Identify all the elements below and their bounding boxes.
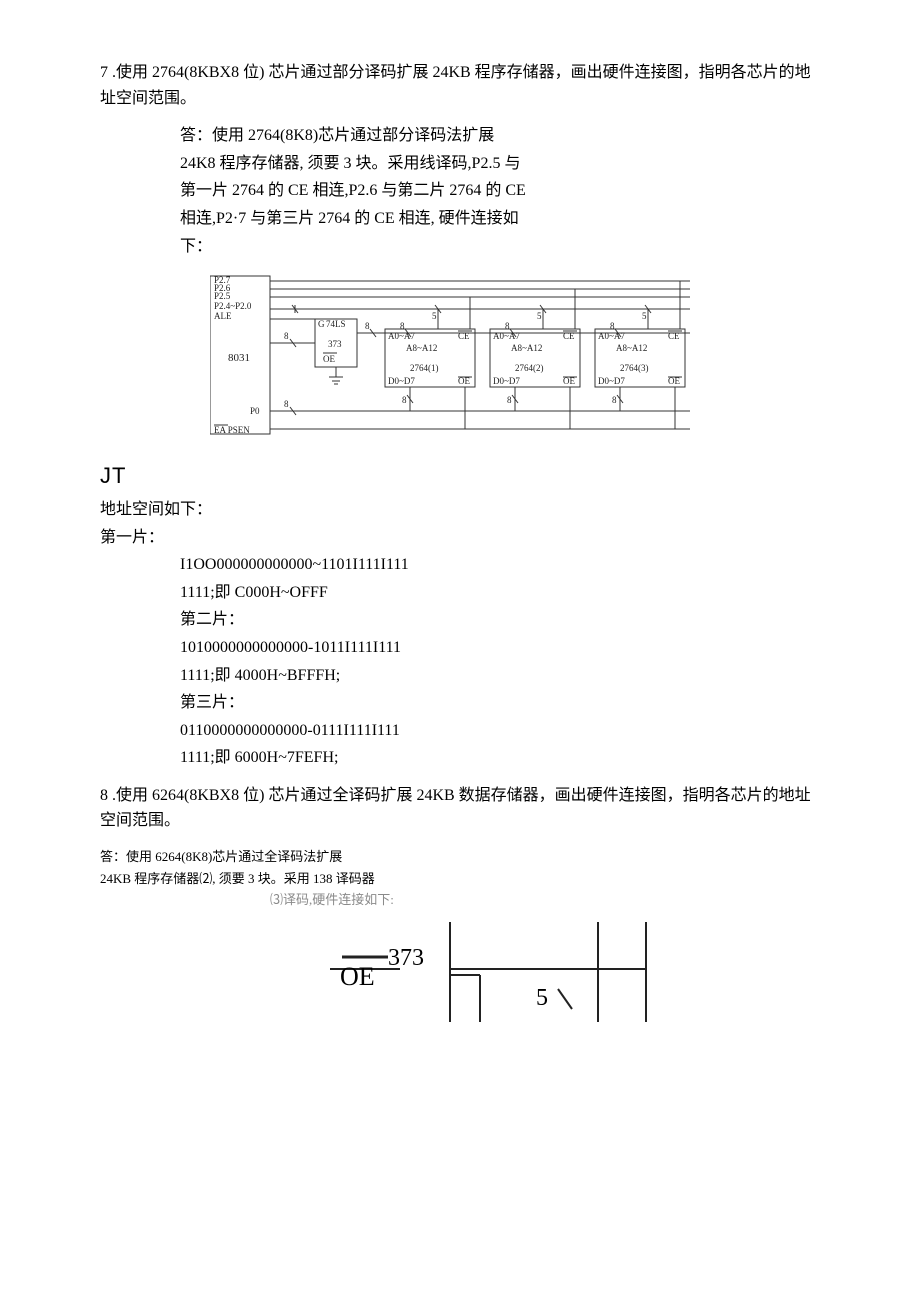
bus-8: 8	[284, 399, 289, 409]
q7-answer-line: 答：使用 2764(8K8)芯片通过部分译码法扩展	[180, 123, 820, 149]
chip2-label: 第二片：	[180, 607, 820, 633]
pin-label: EA PSEN	[214, 425, 250, 435]
chip-a07: A0~A7	[493, 331, 520, 341]
bus-8: 8	[612, 395, 617, 405]
bus-5: 5	[642, 311, 647, 321]
hardware-diagram-2: OE 373 5	[330, 917, 650, 1036]
chip-oe: OE	[668, 376, 680, 386]
q7-text: .使用 2764(8KBX8 位) 芯片通过部分译码扩展 24KB 程序存储器，…	[100, 64, 811, 107]
pin-label: ALE	[214, 311, 232, 321]
chip-oe: OE	[458, 376, 470, 386]
chip-name: 2764(2)	[515, 363, 544, 373]
q8-gray-note: ⑶译码,硬件连接如下:	[270, 890, 820, 911]
chip-d07: D0~D7	[598, 376, 625, 386]
chip-oe: OE	[563, 376, 575, 386]
chip-ce: CE	[563, 331, 575, 341]
bus-8: 8	[400, 321, 405, 331]
bus-8: 8	[610, 321, 615, 331]
q7-answer-line: 下：	[180, 234, 820, 260]
chip1-line: I1OO000000000000~1101I111I111	[180, 552, 820, 578]
q7-answer-line: 24K8 程序存储器, 须要 3 块。采用线译码,P2.5 与	[180, 151, 820, 177]
chip3-line: 0110000000000000-0111I111I111	[180, 718, 820, 744]
chip-d07: D0~D7	[388, 376, 415, 386]
question-7: 7 .使用 2764(8KBX8 位) 芯片通过部分译码扩展 24KB 程序存储…	[100, 60, 820, 111]
latch-oe: OE	[323, 354, 335, 364]
chip1-line: 1111;即 C000H~OFFF	[180, 580, 820, 606]
chip2-line: 1111;即 4000H~BFFFH;	[180, 663, 820, 689]
chip-ce: CE	[458, 331, 470, 341]
bus-8: 8	[505, 321, 510, 331]
q7-number: 7	[100, 64, 108, 81]
chip-a812: A8~A12	[511, 343, 542, 353]
chip1-block: I1OO000000000000~1101I111I111 1111;即 C00…	[180, 552, 820, 771]
d2-5: 5	[536, 985, 548, 1011]
chip-name: 2764(3)	[620, 363, 649, 373]
chip-name: 2764(1)	[410, 363, 439, 373]
pin-label: P2.5	[214, 291, 231, 301]
pin-label: P0	[250, 406, 260, 416]
q8-answer-line: 答：使用 6264(8K8)芯片通过全译码法扩展	[100, 846, 820, 868]
chip-d07: D0~D7	[493, 376, 520, 386]
bus-5: 5	[537, 311, 542, 321]
chip3-line: 1111;即 6000H~7FEFH;	[180, 745, 820, 771]
hardware-diagram-1: P2.7 P2.6 P2.5 P2.4~P2.0 ALE 8031 P0 EA …	[210, 271, 700, 450]
chip-a07: A0~A7	[388, 331, 415, 341]
chip2-line: 1010000000000000-1011I111I111	[180, 635, 820, 661]
chip-a07: A0~A7	[598, 331, 625, 341]
q7-answer-line: 第一片 2764 的 CE 相连,P2.6 与第二片 2764 的 CE	[180, 178, 820, 204]
chip-a812: A8~A12	[616, 343, 647, 353]
bus-8: 8	[402, 395, 407, 405]
q8-number: 8	[100, 787, 108, 804]
d2-373: 373	[388, 945, 424, 971]
q7-answer-line: 相连,P2·7 与第三片 2764 的 CE 相连, 硬件连接如	[180, 206, 820, 232]
question-8: 8 .使用 6264(8KBX8 位) 芯片通过全译码扩展 24KB 数据存储器…	[100, 783, 820, 834]
chip3-label: 第三片：	[180, 690, 820, 716]
latch-74ls: 74LS	[326, 319, 346, 329]
bus-8: 8	[365, 321, 370, 331]
chip-a812: A8~A12	[406, 343, 437, 353]
chip-ce: CE	[668, 331, 680, 341]
bus-5: 5	[432, 311, 437, 321]
addr-header: 地址空间如下：	[100, 497, 820, 523]
jt-heading: JT	[100, 458, 820, 493]
q7-answer: 答：使用 2764(8K8)芯片通过部分译码法扩展 24K8 程序存储器, 须要…	[180, 123, 820, 259]
bus-8: 8	[507, 395, 512, 405]
q8-answer: 答：使用 6264(8K8)芯片通过全译码法扩展 24KB 程序存储器⑵, 须要…	[100, 846, 820, 890]
bus-8: 8	[284, 331, 289, 341]
latch-g: G	[318, 319, 325, 329]
latch-373: 373	[328, 339, 342, 349]
q8-text: .使用 6264(8KBX8 位) 芯片通过全译码扩展 24KB 数据存储器，画…	[100, 787, 811, 830]
chip1-label: 第一片：	[100, 525, 820, 551]
pin-label: P2.4~P2.0	[214, 301, 252, 311]
mcu-label: 8031	[228, 352, 250, 364]
d2-oe: OE	[340, 962, 375, 991]
q8-answer-line: 24KB 程序存储器⑵, 须要 3 块。采用 138 译码器	[100, 868, 820, 890]
